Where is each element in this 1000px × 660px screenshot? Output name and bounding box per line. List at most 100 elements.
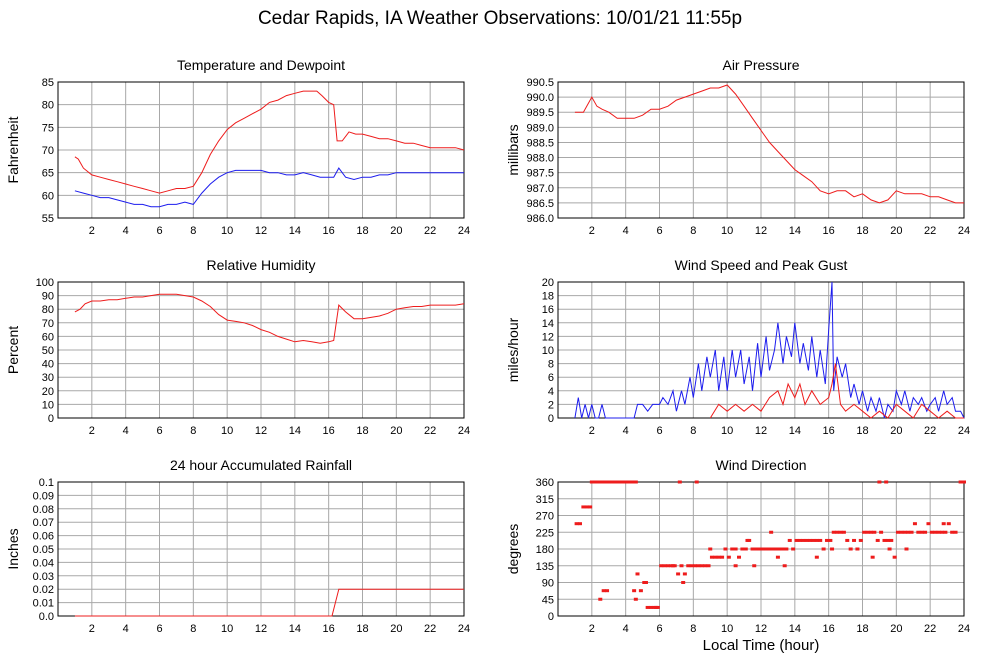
rh-ytick-label: 0 <box>48 413 54 425</box>
temp-xtick-label: 10 <box>221 225 233 237</box>
winddir-xtick-label: 2 <box>589 623 595 635</box>
pressure-ytick-label: 989.5 <box>526 107 554 119</box>
winddir-point <box>627 480 632 484</box>
winddir-xtick-label: 6 <box>656 623 662 635</box>
winddir-ytick-label: 270 <box>536 511 554 523</box>
wind-ytick-label: 6 <box>548 372 554 384</box>
wind-xtick-label: 4 <box>623 425 629 437</box>
winddir-point <box>904 547 909 551</box>
rain-xtick-label: 8 <box>190 623 196 635</box>
wind-series-red-line <box>709 363 964 419</box>
winddir-ytick-label: 45 <box>542 594 554 606</box>
rh-ytick-label: 50 <box>42 345 54 357</box>
winddir-point <box>682 572 687 576</box>
rain-xtick-label: 22 <box>424 623 436 635</box>
pressure-ytick-label: 990.5 <box>526 77 554 89</box>
winddir-point <box>824 538 829 542</box>
pressure-chart: 2 4 6 8 10 12 14 16 18 20 22 24986.0986.5987.0987.5… <box>505 57 970 237</box>
winddir-point <box>887 547 892 551</box>
pressure-xtick-label: 22 <box>924 225 936 237</box>
winddir-point <box>743 547 748 551</box>
winddir-point <box>603 480 608 484</box>
rh-chart-title: Relative Humidity <box>207 257 316 273</box>
wind-xtick-label: 14 <box>789 425 801 437</box>
temp-chart-title: Temperature and Dewpoint <box>177 57 345 73</box>
temp-xtick-label: 18 <box>356 225 368 237</box>
wind-xtick-label: 18 <box>856 425 868 437</box>
winddir-point <box>659 564 664 568</box>
wind-xtick-label: 10 <box>721 425 733 437</box>
rain-ytick-label: 0.05 <box>33 544 54 556</box>
temp-xtick-label: 14 <box>289 225 301 237</box>
rh-xtick-label: 8 <box>190 425 196 437</box>
wind-ytick-label: 14 <box>542 318 554 330</box>
wind-y-axis-label: miles/hour <box>505 317 521 382</box>
wind-chart: 2 4 6 8 10 12 14 16 18 20 22 2402468101214161820Win… <box>505 257 970 437</box>
winddir-point <box>902 530 907 534</box>
winddir-point <box>780 547 785 551</box>
wind-ytick-label: 2 <box>548 399 554 411</box>
wind-plot-frame <box>557 281 965 419</box>
pressure-xtick-label: 4 <box>623 225 629 237</box>
rain-xtick-label: 2 <box>89 623 95 635</box>
pressure-plot-frame <box>557 81 965 219</box>
winddir-point <box>940 530 945 534</box>
rain-ytick-label: 0.01 <box>33 598 54 610</box>
winddir-point <box>814 555 819 559</box>
winddir-point <box>879 530 884 534</box>
winddir-point <box>630 480 635 484</box>
pressure-y-axis-label: millibars <box>505 124 521 175</box>
winddir-point <box>941 522 946 526</box>
winddir-point <box>574 522 579 526</box>
winddir-point <box>865 530 870 534</box>
winddir-point <box>745 538 750 542</box>
winddir-ytick-label: 360 <box>536 477 554 489</box>
wind-ytick-label: 8 <box>548 359 554 371</box>
winddir-point <box>787 538 792 542</box>
temp-xtick-label: 6 <box>156 225 162 237</box>
wind-ytick-label: 4 <box>548 386 554 398</box>
winddir-point <box>830 547 835 551</box>
temp-xtick-label: 2 <box>89 225 95 237</box>
winddir-point <box>709 555 714 559</box>
winddir-point <box>649 605 654 609</box>
wind-ytick-label: 18 <box>542 291 554 303</box>
winddir-point <box>774 547 779 551</box>
winddir-point <box>818 538 823 542</box>
rh-ytick-label: 20 <box>42 386 54 398</box>
rh-plot-frame <box>57 281 465 419</box>
rain-y-axis-label: Inches <box>5 528 21 569</box>
wind-chart-title: Wind Speed and Peak Gust <box>675 257 848 273</box>
winddir-point <box>720 555 725 559</box>
winddir-xtick-label: 16 <box>823 623 835 635</box>
winddir-chart-title: Wind Direction <box>715 457 806 473</box>
winddir-point <box>919 530 924 534</box>
temp-xtick-label: 24 <box>458 225 470 237</box>
rain-chart: 2 4 6 8 10 12 14 16 18 20 22 240.00.010.020.030.040… <box>5 457 470 635</box>
pressure-xtick-label: 18 <box>856 225 868 237</box>
winddir-point <box>764 547 769 551</box>
winddir-point <box>686 564 691 568</box>
winddir-point <box>882 538 887 542</box>
winddir-point <box>875 538 880 542</box>
winddir-point <box>633 597 638 601</box>
winddir-point <box>740 547 745 551</box>
rain-ytick-label: 0.07 <box>33 517 54 529</box>
winddir-point <box>953 530 958 534</box>
temp-ytick-label: 80 <box>42 100 54 112</box>
winddir-point <box>699 564 704 568</box>
winddir-point <box>645 605 650 609</box>
winddir-point <box>899 530 904 534</box>
winddir-point <box>694 480 699 484</box>
pressure-ytick-label: 987.5 <box>526 168 554 180</box>
rh-ytick-label: 70 <box>42 318 54 330</box>
winddir-point <box>601 589 606 593</box>
rh-chart: 2 4 6 8 10 12 14 16 18 20 22 2401020304050607080901… <box>5 257 470 437</box>
rain-xtick-label: 12 <box>255 623 267 635</box>
winddir-xtick-label: 8 <box>690 623 696 635</box>
winddir-point <box>868 530 873 534</box>
wind-xtick-label: 16 <box>823 425 835 437</box>
wind-xtick-label: 22 <box>924 425 936 437</box>
winddir-point <box>696 564 701 568</box>
pressure-ytick-label: 986.5 <box>526 198 554 210</box>
